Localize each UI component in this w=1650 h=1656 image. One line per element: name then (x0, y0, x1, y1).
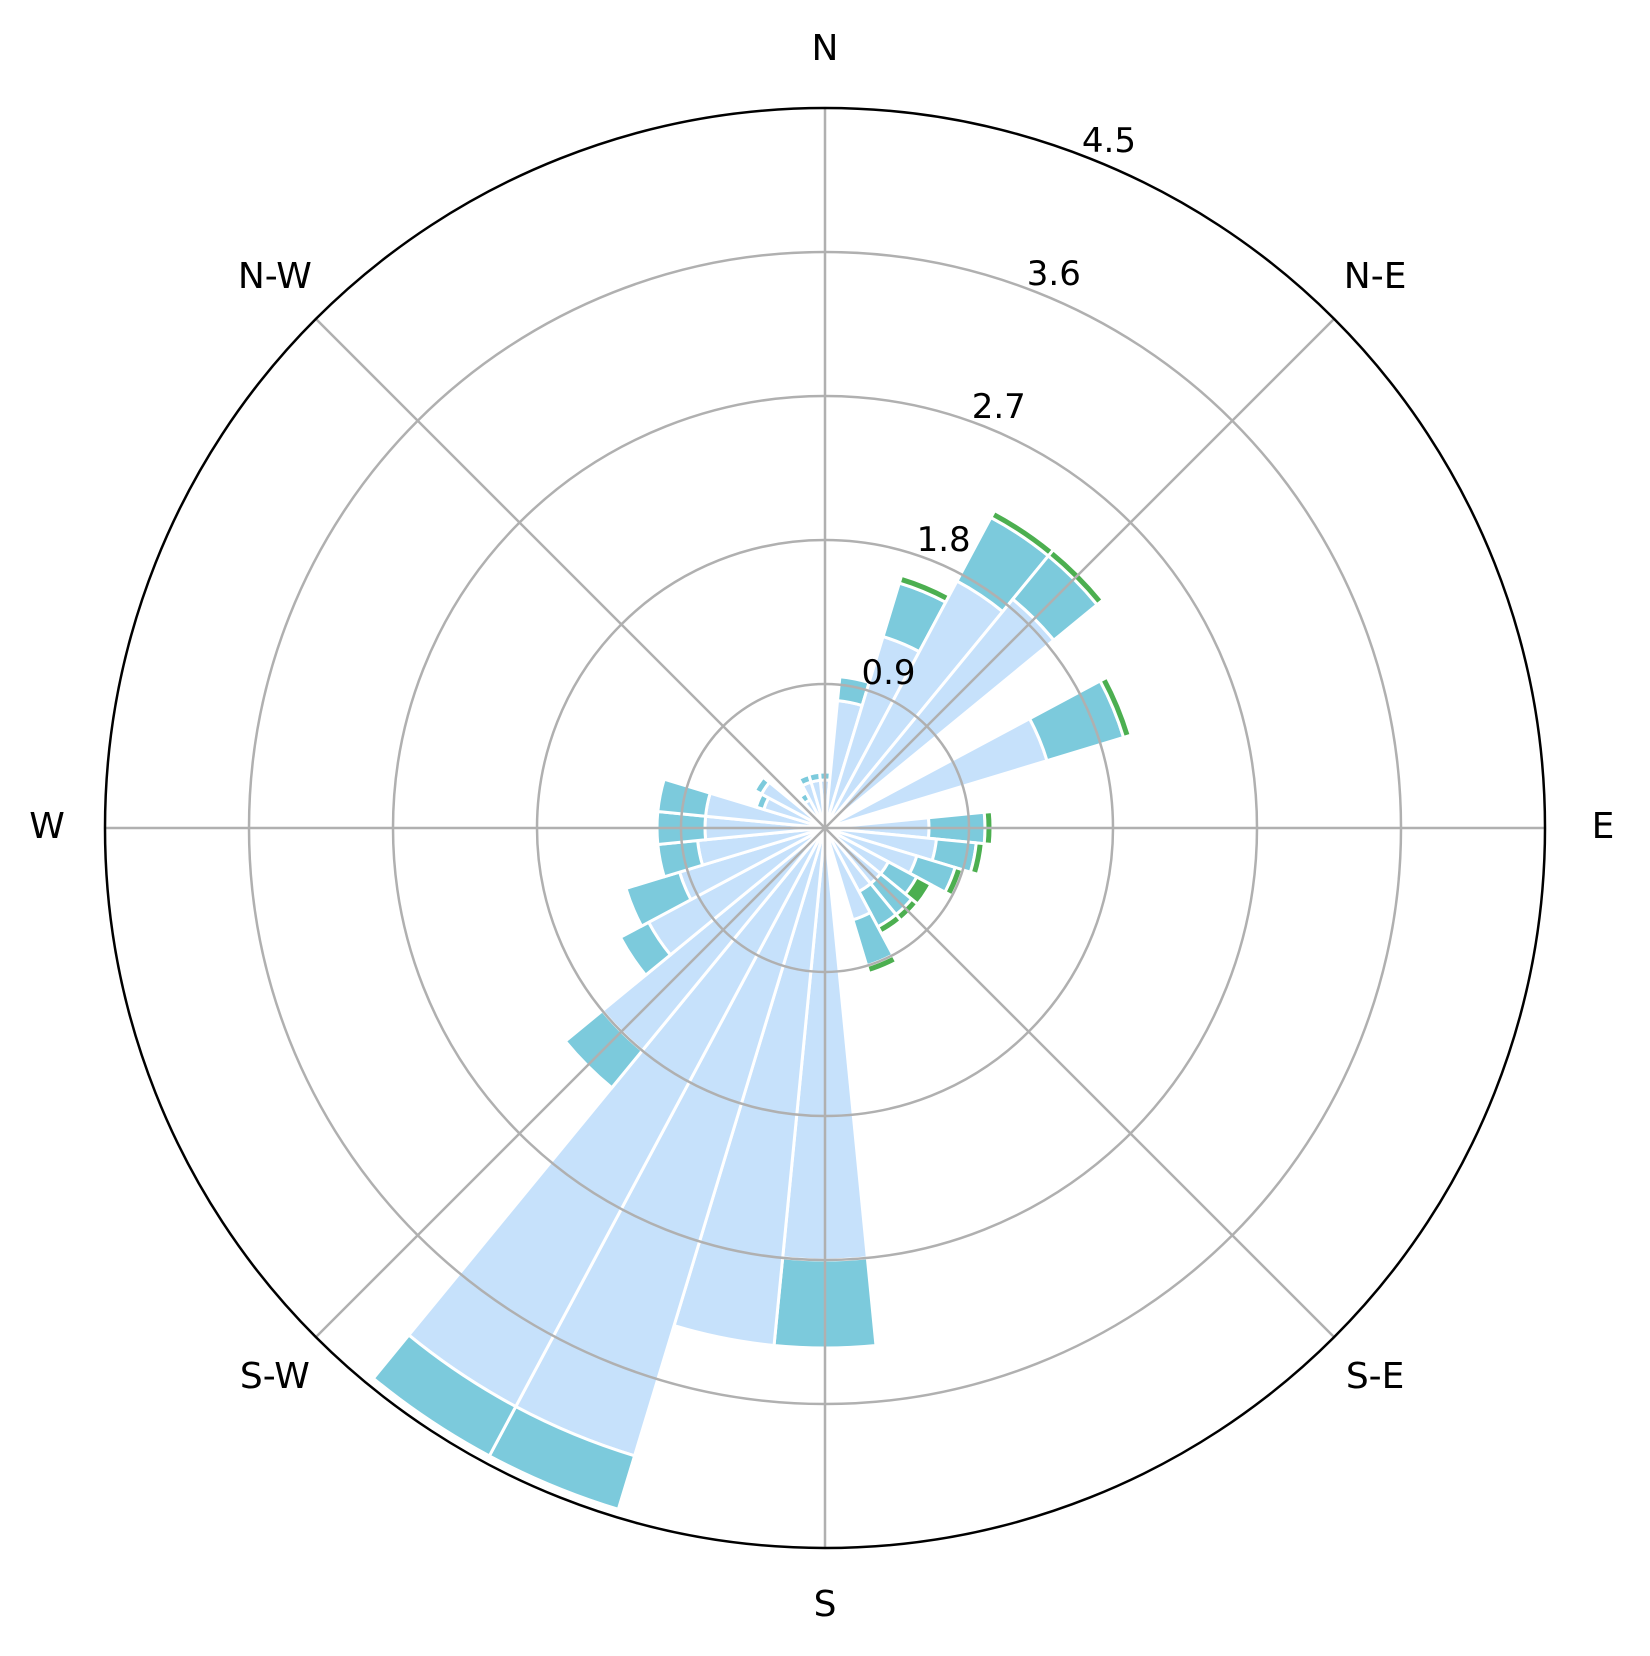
grid-spoke (314, 827, 826, 1339)
wind-rose-sectors (371, 508, 1134, 1512)
radial-tick-label: 1.8 (917, 520, 971, 560)
direction-label: S-W (240, 1356, 310, 1397)
grid-circle (535, 538, 1115, 1118)
radial-tick-label: 4.5 (1082, 121, 1136, 161)
grid-circle (391, 394, 1259, 1262)
direction-label: S (814, 1584, 837, 1625)
wind-rose-labels: 0.9 1.8 2.7 3.6 4.5 N N-E E S-E S S-W W N-W (29, 28, 1614, 1625)
direction-label: N-E (1344, 256, 1407, 297)
sector-31-layer-2 (806, 770, 822, 784)
grid-circle (247, 250, 1403, 1406)
grid-spoke (824, 827, 1336, 1339)
sector-6-layer-3 (1098, 675, 1134, 740)
radial-tick-label: 2.7 (972, 387, 1026, 427)
radial-tick-label: 0.9 (861, 653, 915, 693)
sector-27-layer-2 (752, 775, 772, 797)
direction-label: E (1592, 806, 1615, 847)
direction-label: N (812, 28, 839, 69)
sector-19-layer-2 (371, 1332, 518, 1458)
polar-frame (103, 106, 1547, 1550)
grid-circle (679, 682, 971, 974)
polar-grid (103, 106, 1547, 1550)
grid-spoke (824, 317, 1336, 829)
radial-tick-label: 3.6 (1027, 254, 1081, 294)
grid-spoke (314, 317, 826, 829)
direction-label: N-W (238, 256, 312, 297)
direction-label: S-E (1346, 1356, 1405, 1397)
direction-label: W (29, 806, 65, 847)
sector-9-layer-3 (968, 841, 986, 877)
